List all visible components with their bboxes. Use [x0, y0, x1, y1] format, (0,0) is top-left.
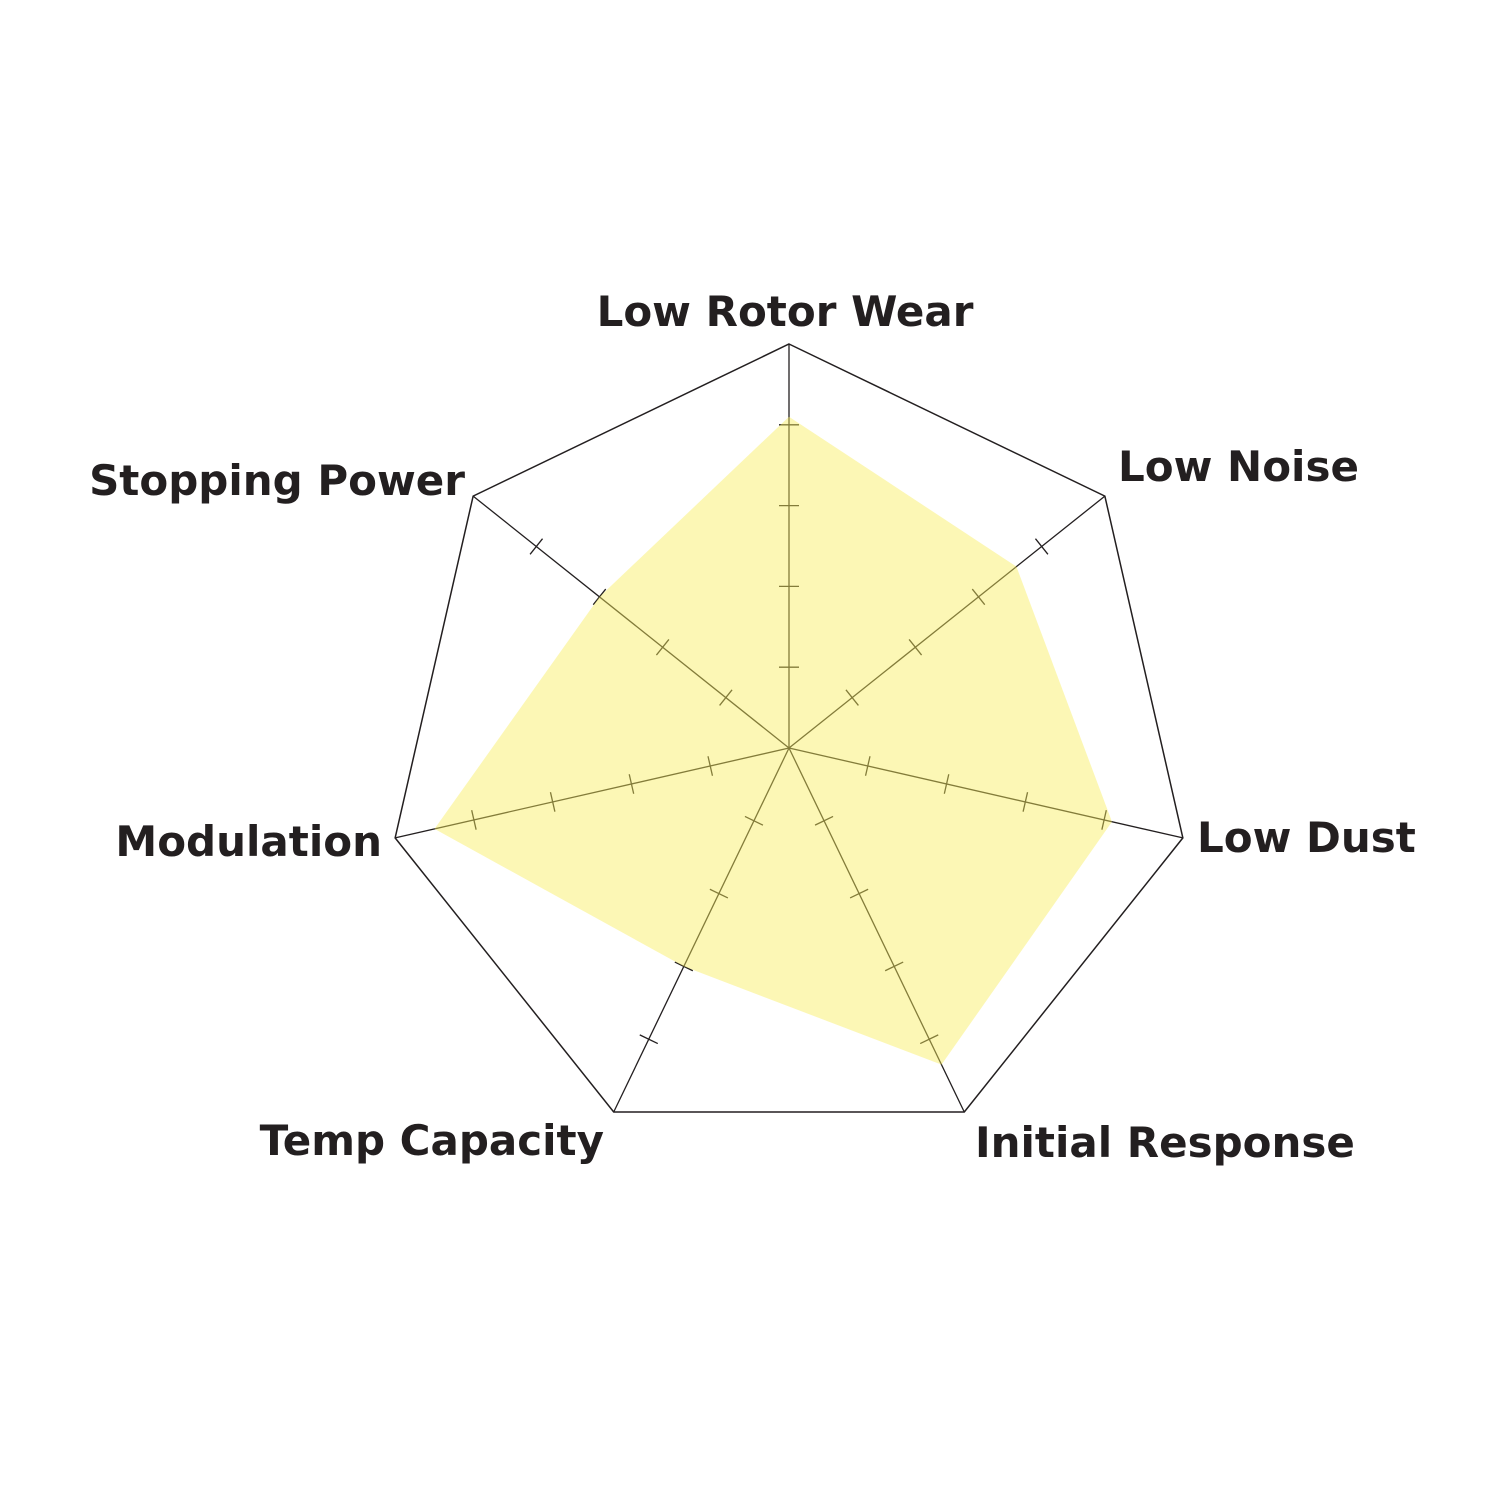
outer-frame — [394, 343, 1184, 1113]
axis-tick — [529, 538, 544, 555]
axis-tick — [1022, 792, 1029, 812]
axis-tick — [744, 815, 764, 826]
axis-line — [788, 747, 1184, 839]
axis-label: Low Dust — [1197, 813, 1416, 862]
axis-tick — [943, 774, 950, 794]
axis-tick — [707, 756, 714, 776]
axis-tick — [814, 815, 834, 826]
axis-tick — [592, 588, 607, 606]
axis-tick — [628, 774, 635, 794]
axis-tick — [709, 888, 729, 899]
axis-tick — [655, 639, 670, 656]
axis-line — [472, 495, 790, 749]
axis-tick — [719, 689, 733, 706]
data-area — [434, 416, 1112, 1065]
axis-tick — [971, 588, 986, 606]
axis-tick — [471, 810, 477, 830]
axis-tick — [864, 756, 871, 776]
axis-tick — [639, 1034, 659, 1045]
axis-tick — [908, 639, 923, 656]
axis-line — [613, 747, 790, 1113]
axis-line — [394, 747, 790, 839]
axis-tick — [919, 1034, 939, 1045]
axis-label: Temp Capacity — [260, 1116, 604, 1165]
axis-tick — [849, 888, 869, 899]
axis-tick — [884, 961, 904, 972]
axis-tick — [549, 792, 556, 812]
axis-tick — [674, 961, 694, 972]
axis-tick — [1101, 810, 1107, 830]
axis-line — [788, 495, 1106, 749]
axis-tick — [1034, 538, 1049, 555]
axis-label: Low Rotor Wear — [597, 287, 974, 336]
axis-label: Initial Response — [975, 1118, 1355, 1167]
axis-label: Modulation — [115, 817, 382, 866]
axis-label: Low Noise — [1118, 442, 1359, 491]
axis-tick — [845, 689, 859, 706]
axis-line — [788, 747, 965, 1113]
axis-label: Stopping Power — [89, 456, 465, 505]
